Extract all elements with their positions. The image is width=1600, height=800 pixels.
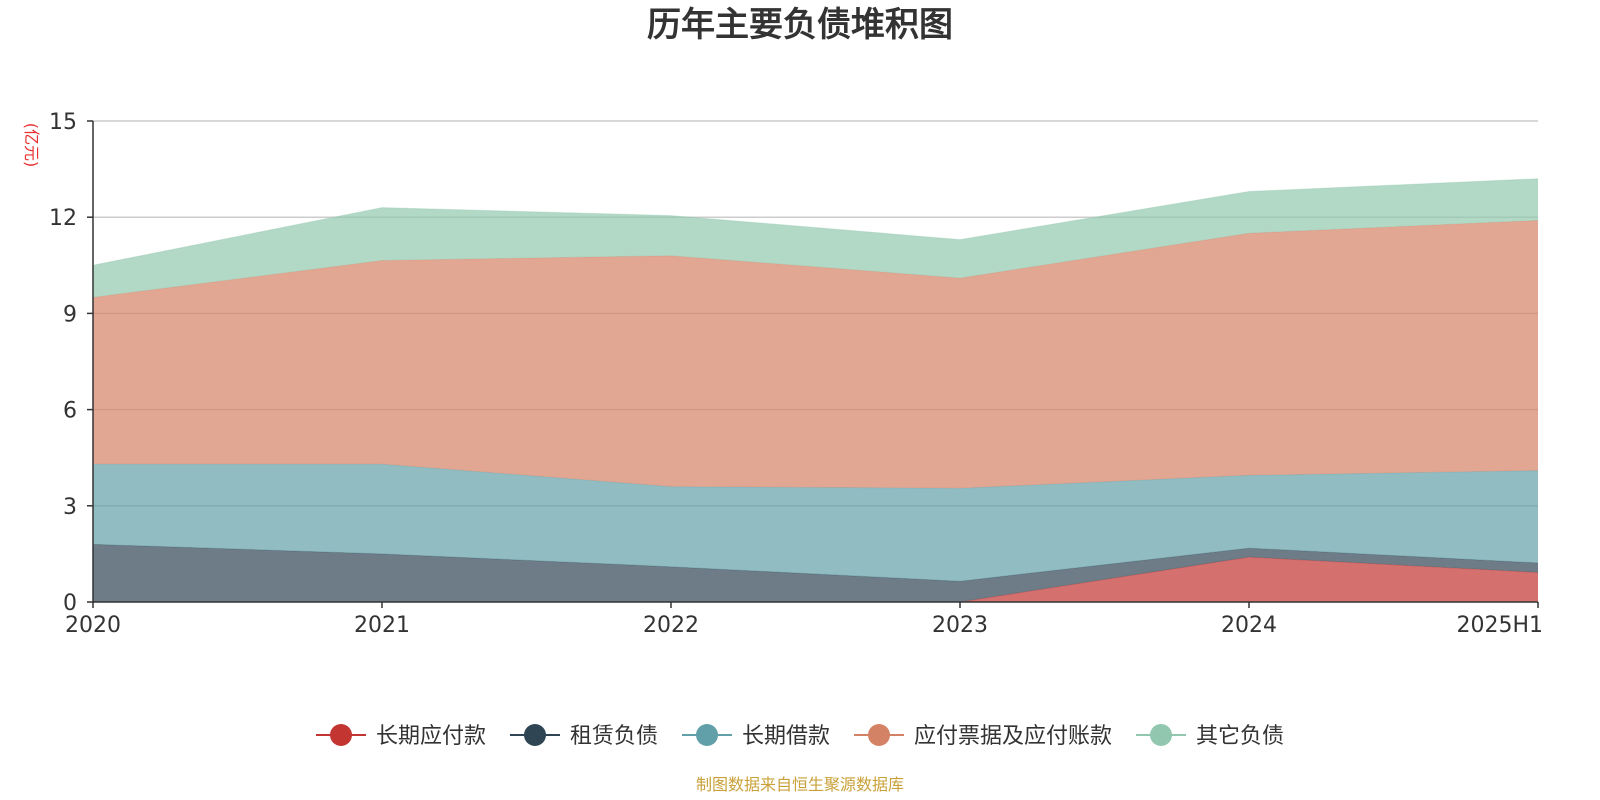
x-tick-label: 2023 <box>932 613 988 638</box>
legend-label: 租赁负债 <box>570 724 658 749</box>
area-edge-line-4 <box>92 178 1539 266</box>
area-series-2 <box>93 464 1538 582</box>
legend: 长期应付款 租赁负债 长期借款 应付票据及应付账款 其它负债 <box>316 724 1284 749</box>
y-tick-label: 0 <box>63 591 77 616</box>
legend-item[interactable]: 应付票据及应付账款 <box>854 724 1112 749</box>
x-tick-label: 2022 <box>643 613 699 638</box>
area-series-0 <box>93 557 1538 602</box>
x-tick-label: 2020 <box>65 613 121 638</box>
y-axis-unit: (亿元) <box>22 123 41 168</box>
legend-circle-icon <box>330 724 352 746</box>
y-tick-label: 6 <box>63 399 77 424</box>
legend-circle-icon <box>696 724 718 746</box>
area-series-4 <box>93 178 1538 298</box>
area-series-3 <box>93 220 1538 489</box>
stacked-areas <box>92 178 1539 603</box>
legend-item[interactable]: 长期借款 <box>682 724 830 749</box>
x-tick-label: 2025H1 <box>1456 613 1543 638</box>
y-tick-label: 12 <box>49 206 77 231</box>
legend-circle-icon <box>1150 724 1172 746</box>
data-source-note: 制图数据来自恒生聚源数据库 <box>696 775 904 794</box>
x-tick-label: 2021 <box>354 613 410 638</box>
axes: 0 3 6 9 12 15 2020 2021 2022 2023 2024 2025H1 <box>49 110 1543 638</box>
legend-circle-icon <box>524 724 546 746</box>
legend-label: 其它负债 <box>1196 724 1284 749</box>
legend-circle-icon <box>868 724 890 746</box>
y-tick-label: 15 <box>49 110 77 135</box>
legend-label: 长期借款 <box>742 724 830 749</box>
x-tick-label: 2024 <box>1221 613 1277 638</box>
legend-item[interactable]: 租赁负债 <box>510 724 658 749</box>
legend-label: 应付票据及应付账款 <box>914 724 1112 749</box>
legend-item[interactable]: 长期应付款 <box>316 724 486 749</box>
y-tick-label: 3 <box>63 495 77 520</box>
y-tick-label: 9 <box>63 302 77 327</box>
area-series-1 <box>93 544 1538 602</box>
legend-label: 长期应付款 <box>376 724 486 749</box>
chart-title: 历年主要负债堆积图 <box>647 5 953 45</box>
legend-item[interactable]: 其它负债 <box>1136 724 1284 749</box>
